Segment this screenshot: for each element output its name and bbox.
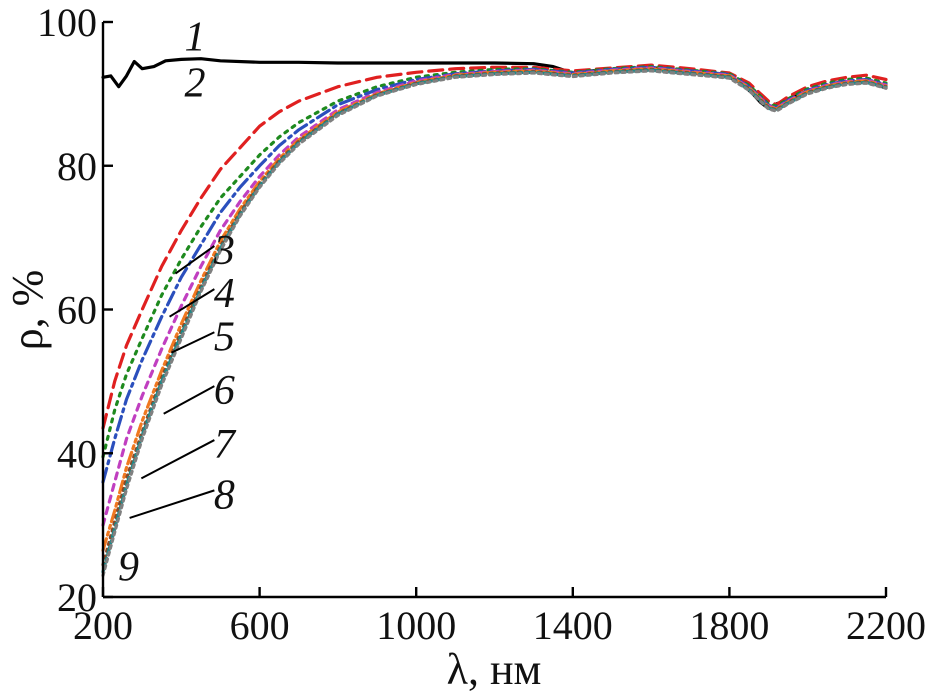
x-ticks: 200 600 1000 1400 1800 2200: [73, 587, 926, 648]
y-ticks: 20 40 60 80 100: [37, 0, 113, 620]
curve-label-8: 8: [214, 472, 235, 518]
curve-label-9: 9: [118, 544, 139, 590]
leader-line-5: [171, 331, 215, 354]
series-layer: [101, 57, 888, 577]
y-tick-label: 100: [37, 0, 97, 45]
x-tick-label: 200: [73, 603, 133, 648]
curve-label-4: 4: [214, 271, 235, 317]
curve-label-1: 1: [185, 15, 206, 61]
leader-line-8: [129, 489, 215, 519]
x-tick-label: 1800: [689, 603, 769, 648]
y-axis-label: ρ, %: [3, 270, 52, 351]
leader-line-7: [140, 439, 215, 480]
y-tick-label: 60: [57, 288, 97, 333]
series-line-5: [101, 66, 888, 527]
curve-label-6: 6: [214, 368, 235, 414]
y-tick-label: 20: [57, 575, 97, 620]
curve-label-3: 3: [213, 228, 235, 274]
y-tick-label: 80: [57, 144, 97, 189]
series-line-9: [101, 69, 888, 577]
curve-label-5: 5: [214, 314, 235, 360]
x-tick-label: 2200: [846, 603, 926, 648]
series-line-2: [101, 63, 888, 430]
curve-label-7: 7: [214, 422, 237, 468]
curve-label-2: 2: [185, 61, 206, 107]
leader-line-6: [163, 385, 215, 415]
leader-line-3: [174, 245, 215, 275]
x-tick-label: 1400: [533, 603, 613, 648]
y-tick-label: 40: [57, 431, 97, 476]
x-axis-label: λ, нм: [447, 645, 542, 694]
x-tick-label: 1000: [376, 603, 456, 648]
leader-line-4: [169, 288, 215, 318]
series-line-3: [101, 65, 888, 459]
x-tick-label: 600: [230, 603, 290, 648]
